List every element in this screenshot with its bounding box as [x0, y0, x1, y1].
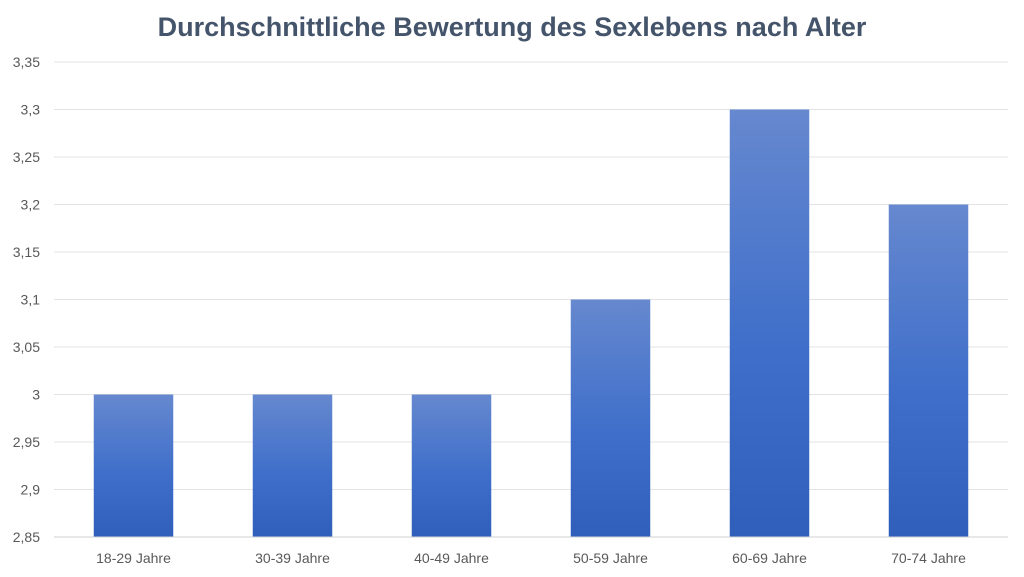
y-tick-label: 2,85: [13, 529, 40, 545]
chart-title: Durchschnittliche Bewertung des Sexleben…: [158, 12, 867, 42]
y-tick-label: 2,95: [13, 434, 40, 450]
y-tick-label: 2,9: [21, 482, 41, 498]
x-tick-label: 18-29 Jahre: [96, 550, 171, 566]
bar: [252, 394, 333, 537]
x-tick-label: 50-59 Jahre: [573, 550, 648, 566]
y-tick-label: 3,05: [13, 339, 40, 355]
x-tick-label: 60-69 Jahre: [732, 550, 807, 566]
y-tick-label: 3: [32, 387, 40, 403]
gridlines: [54, 61, 1008, 538]
bars: [93, 109, 969, 537]
bar: [888, 204, 969, 537]
y-tick-label: 3,2: [21, 197, 41, 213]
bar: [411, 394, 492, 537]
y-tick-label: 3,1: [21, 292, 41, 308]
bar: [570, 299, 651, 537]
y-tick-label: 3,15: [13, 244, 40, 260]
x-tick-label: 40-49 Jahre: [414, 550, 489, 566]
x-tick-label: 70-74 Jahre: [891, 550, 966, 566]
bar: [93, 394, 174, 537]
y-tick-label: 3,35: [13, 54, 40, 70]
bar: [729, 109, 810, 537]
x-tick-label: 30-39 Jahre: [255, 550, 330, 566]
x-axis-ticks: 18-29 Jahre 30-39 Jahre 40-49 Jahre 50-59 J…: [96, 550, 966, 566]
y-axis-ticks: 2,85 2,9 2,95 3 3,05 3,1 3,15 3,2 3,25 3,3 3,35: [13, 54, 40, 545]
y-tick-label: 3,3: [21, 102, 41, 118]
y-tick-label: 3,25: [13, 149, 40, 165]
